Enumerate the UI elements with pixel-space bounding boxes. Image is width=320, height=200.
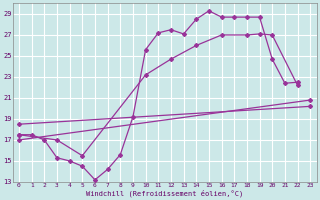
X-axis label: Windchill (Refroidissement éolien,°C): Windchill (Refroidissement éolien,°C): [86, 189, 243, 197]
